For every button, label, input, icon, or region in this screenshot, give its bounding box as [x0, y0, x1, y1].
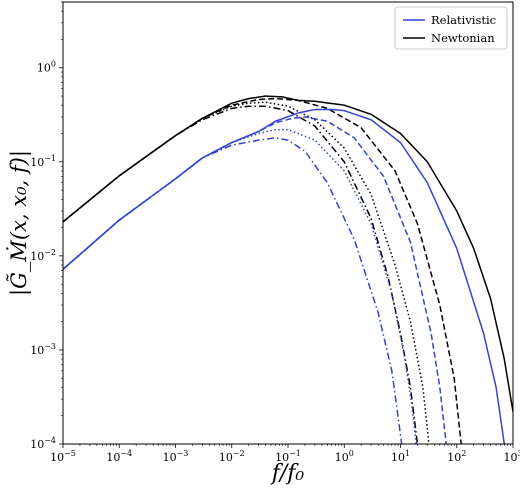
x-tick-label: 102: [447, 449, 466, 464]
series-line-relativistic-dotted: [63, 128, 417, 444]
x-tick-label: 101: [391, 449, 410, 464]
x-tick-label: 100: [335, 449, 354, 464]
legend-label: Relativistic: [431, 13, 496, 27]
series-line-relativistic-solid: [63, 108, 506, 444]
x-tick-label: 10−1: [275, 449, 301, 464]
x-tick-label: 10−3: [163, 449, 189, 464]
x-tick-label: 10−5: [50, 449, 76, 464]
series-layer: [63, 95, 513, 444]
y-tick-label: 10−3: [30, 342, 56, 357]
y-tick-label: 10−2: [30, 248, 56, 263]
series-line-newtonian-dashdot: [63, 105, 419, 444]
y-tick-label: 10−1: [30, 154, 56, 169]
y-axis-label: |G̃_Ṁ(x, x₀, f)|: [7, 150, 32, 296]
x-axis-ticks: 10−5 10−4 10−3 10−2 10−1 100 101 102 103: [50, 444, 520, 464]
y-tick-label: 100: [37, 60, 56, 75]
legend: Relativistic Newtonian: [394, 6, 508, 50]
y-axis-ticks: 10−4 10−3 10−2 10−1 100: [30, 1, 63, 451]
x-tick-label: 10−2: [219, 449, 245, 464]
series-line-newtonian-dashed: [63, 97, 462, 444]
x-axis-label: f/f₀: [270, 461, 305, 486]
y-tick-label: 10−4: [30, 436, 56, 451]
series-line-newtonian-solid: [63, 95, 513, 412]
x-tick-label: 103: [503, 449, 520, 464]
legend-label: Newtonian: [431, 31, 495, 45]
series-line-newtonian-dotted: [63, 101, 430, 444]
x-tick-label: 10−4: [106, 449, 132, 464]
series-line-relativistic-dashed: [63, 116, 447, 444]
series-line-relativistic-dashdot: [63, 137, 403, 444]
